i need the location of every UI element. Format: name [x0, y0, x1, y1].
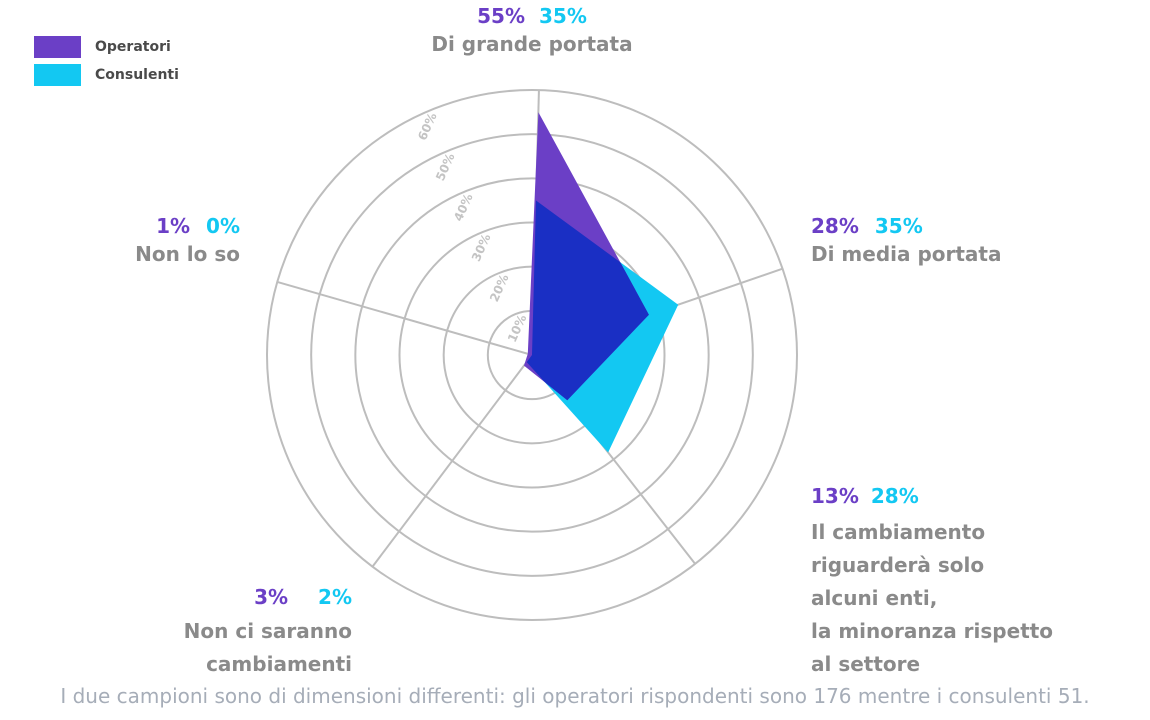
category-text-0: Di grande portata — [431, 32, 633, 56]
legend: Operatori Consulenti — [34, 34, 179, 90]
grid-ring-5 — [310, 133, 754, 577]
category-text-4: Non lo so — [135, 242, 240, 266]
legend-label-operatori: Operatori — [95, 39, 171, 55]
value-label-consulenti-1: 35% — [874, 214, 923, 238]
value-label-operatori-1: 28% — [811, 214, 859, 238]
category-text-3-line-2: cambiamenti — [206, 652, 352, 676]
category-label-2: 13% 28% Il cambiamento riguarderà solo al… — [811, 484, 1053, 681]
spoke-4 — [276, 280, 533, 356]
category-label-3: 3% 2% Non ci saranno cambiamenti — [150, 585, 352, 681]
legend-item-operatori: Operatori — [34, 34, 179, 60]
category-text-3-line-1: Non ci saranno — [183, 619, 352, 643]
value-label-operatori-0: 55% — [477, 4, 525, 28]
category-text-2-line-5: al settore — [811, 652, 921, 676]
category-text-2-line-4: la minoranza rispetto — [811, 619, 1054, 643]
series-polygons — [524, 112, 679, 453]
category-label-4: 1% 0% Non lo so — [100, 214, 240, 271]
value-label-consulenti-0: 35% — [539, 4, 587, 28]
category-label-1: 28% 35% Di media portata — [811, 214, 1002, 271]
grid-ring-6 — [266, 89, 798, 621]
footnote: I due campioni sono di dimensioni differ… — [60, 684, 1090, 708]
category-text-2-line-1: Il cambiamento — [811, 520, 986, 544]
legend-item-consulenti: Consulenti — [34, 62, 179, 88]
series-overlap-region — [526, 200, 649, 401]
legend-label-consulenti: Consulenti — [95, 67, 179, 83]
category-text-2-line-3: alcuni enti, — [811, 586, 938, 610]
category-label-0: 55% 35% Di grande portata — [380, 4, 684, 61]
value-label-consulenti-4: 0% — [206, 214, 240, 238]
category-text-1: Di media portata — [811, 242, 1002, 266]
value-label-consulenti-3: 2% — [318, 585, 352, 609]
value-label-operatori-3: 3% — [254, 585, 289, 609]
value-label-operatori-4: 1% — [156, 214, 191, 238]
radial-tick-labels: 10%20%30%40%50%60% — [415, 111, 529, 345]
spoke-3 — [371, 354, 533, 568]
grid-ring-4 — [354, 177, 710, 533]
legend-swatch-operatori — [34, 36, 81, 58]
value-label-operatori-2: 13% — [811, 484, 859, 508]
value-label-consulenti-2: 28% — [870, 484, 919, 508]
category-text-2-line-2: riguarderà solo — [811, 553, 985, 577]
grid-ring-3 — [398, 221, 666, 489]
legend-swatch-consulenti — [34, 64, 81, 86]
